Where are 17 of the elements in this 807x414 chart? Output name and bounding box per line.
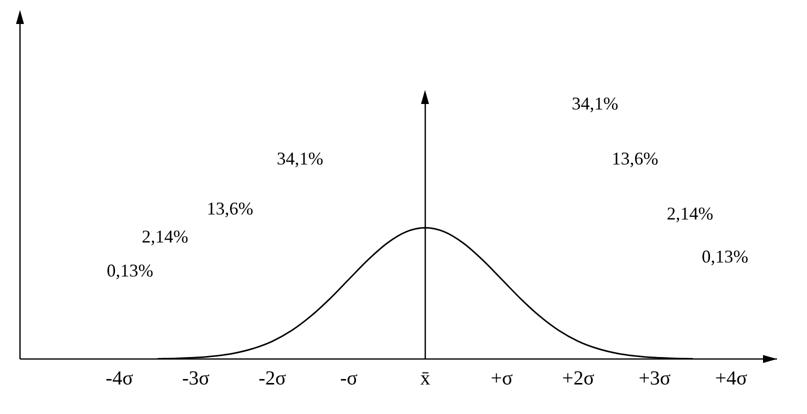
x-tick-label: +3σ — [638, 367, 671, 390]
text: 13,6% — [612, 148, 658, 169]
x-tick-label: +2σ — [562, 367, 594, 390]
x-tick-label: -2σ — [258, 367, 286, 390]
text: 34,1% — [572, 94, 618, 114]
text: 2,14% — [666, 204, 714, 224]
text: 13,6% — [206, 198, 254, 219]
annotation: 2,14% — [142, 226, 188, 247]
annotation: 0,13% — [702, 246, 748, 267]
x-tick-label: -3σ — [182, 367, 210, 390]
annotation: 0,13% — [106, 260, 154, 281]
text: 34,1% — [276, 148, 324, 169]
x-tick-label: +4σ — [715, 367, 748, 390]
x-tick-label: x̄ — [420, 367, 430, 390]
x-tick-label: -4σ — [106, 367, 134, 390]
x-tick-label: -σ — [340, 367, 358, 390]
x-tick-label: +σ — [490, 367, 513, 390]
